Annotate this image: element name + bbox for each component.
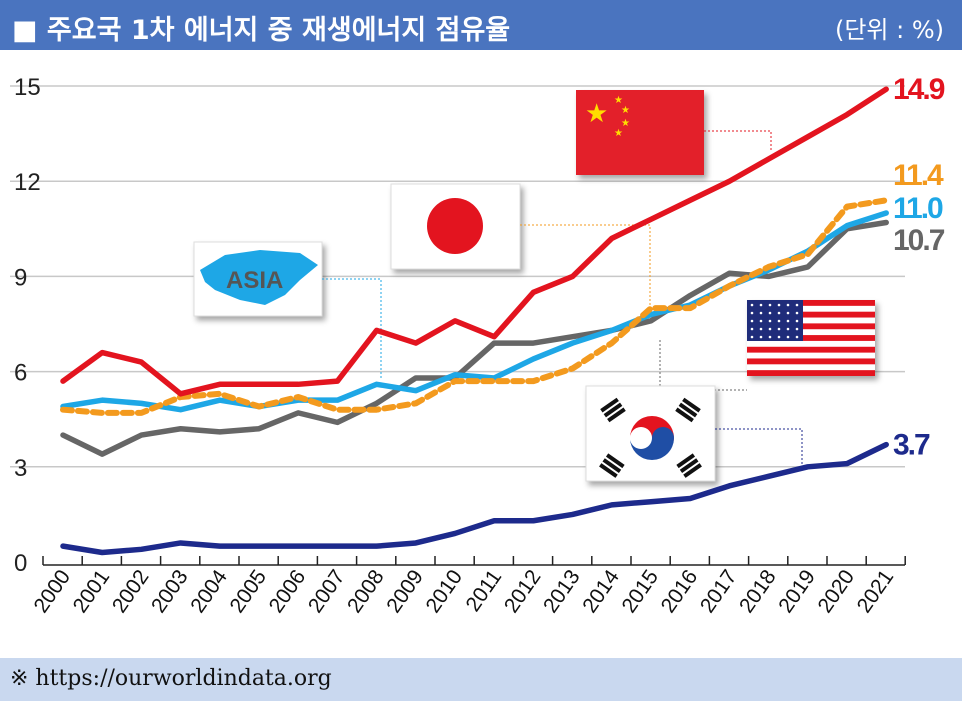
end-label: 3.7 [893,429,930,462]
x-tick-label: 2000 [29,566,75,617]
chart-title: ■ 주요국 1차 에너지 중 재생에너지 점유율 [12,15,511,46]
x-tick-label: 2005 [225,566,271,617]
end-label: 11.4 [893,159,944,192]
x-tick-label: 2004 [186,565,232,617]
x-tick-label: 2012 [500,566,546,617]
x-tick-label: 2017 [696,566,742,617]
svg-text:★: ★ [585,99,608,129]
y-tick-label: 12 [14,169,41,196]
x-tick-label: 2002 [108,566,154,617]
series-line-japan [60,197,890,416]
y-tick-label: 15 [14,74,41,101]
asia-map-icon: ASIA [193,241,323,317]
series-line-south-korea [60,441,889,556]
x-tick-label: 2009 [382,566,428,617]
series-lines [60,86,890,556]
x-tick-label: 2016 [657,566,703,617]
japan-flag-icon [390,183,521,270]
footer: ※ https://ourworldindata.org [0,658,962,701]
svg-text:★: ★ [621,118,630,129]
end-label: 11.0 [893,192,943,225]
y-tick-label: 9 [14,264,27,291]
x-tick-label: 2001 [69,566,115,617]
x-tick-label: 2003 [147,566,193,617]
series-line-china [60,86,889,397]
x-tick-label: 2011 [462,566,507,616]
y-tick-label: 0 [14,550,27,577]
x-tick-label: 2006 [265,566,311,617]
korea-flag-icon [585,385,716,482]
y-tick-labels: 0 3 6 9 12 15 [14,74,41,577]
end-labels: 10.711.011.4 14.9 3.7 [893,73,947,462]
x-tick-label: 2021 [853,566,899,617]
svg-text:★: ★ [614,95,623,106]
x-tick-label: 2020 [813,566,859,617]
x-tick-label: 2007 [304,566,350,617]
x-tick-label: 2010 [421,566,467,617]
x-tick-label: 2018 [735,566,781,617]
svg-text:★: ★ [614,128,623,139]
x-tick-label: 2014 [578,565,624,617]
usa-flag-icon [747,300,875,376]
x-tick-label: 2015 [617,566,663,617]
x-axis: 2000200120022003200420052006200720082009… [29,556,906,617]
end-label: 14.9 [893,73,945,106]
unit-label: (단위 : %) [834,16,944,44]
source-text: ※ https://ourworldindata.org [10,666,332,691]
asia-label: ASIA [226,267,283,294]
end-label: 10.7 [893,224,945,257]
y-tick-label: 3 [14,455,27,482]
china-flag-icon: ★ ★ ★ ★ ★ [576,90,704,175]
x-tick-label: 2013 [539,566,585,617]
title-bar: ■ 주요국 1차 에너지 중 재생에너지 점유율 (단위 : %) [0,0,962,50]
svg-text:★: ★ [621,105,630,116]
x-tick-label: 2008 [343,566,389,617]
y-tick-label: 6 [14,360,27,387]
flags: ASIA ★ ★ ★ ★ ★ [193,90,875,482]
x-tick-label: 2019 [774,566,820,617]
